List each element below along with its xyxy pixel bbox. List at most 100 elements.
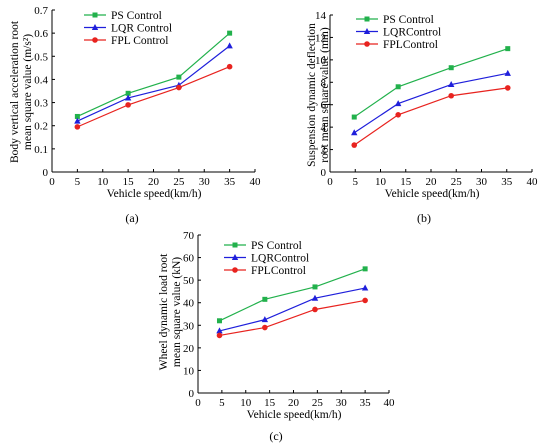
data-point xyxy=(448,65,454,71)
series-line xyxy=(353,87,508,146)
x-tick-label: 30 xyxy=(199,176,211,188)
x-tick-label: 20 xyxy=(426,176,438,188)
series-line xyxy=(77,66,230,128)
data-point xyxy=(448,92,455,99)
y-tick-label: 10 xyxy=(315,55,327,67)
data-point xyxy=(176,74,182,80)
panel-label: (c) xyxy=(269,429,282,443)
data-point xyxy=(74,124,81,130)
y-axis-label-line: mean square value (kN) xyxy=(171,257,183,367)
y-tick-label: 0.1 xyxy=(34,144,48,156)
x-tick-label: 0 xyxy=(195,397,201,409)
series-line xyxy=(219,299,366,337)
x-tick-label: 0 xyxy=(49,176,55,188)
x-tick-label: 25 xyxy=(451,176,463,188)
data-point xyxy=(92,12,98,18)
series-line xyxy=(353,72,508,134)
legend-label: LQRControl xyxy=(383,27,441,39)
legend-label: FPL Control xyxy=(111,35,168,47)
data-point xyxy=(226,42,233,49)
series-line xyxy=(219,268,366,322)
x-tick-label: 20 xyxy=(288,397,300,409)
legend-label: LQRControl xyxy=(251,253,309,265)
series-line xyxy=(77,32,231,118)
series-lqr-control xyxy=(74,42,233,124)
data-point xyxy=(362,266,368,272)
data-point xyxy=(216,332,223,339)
data-point xyxy=(262,324,268,331)
data-point xyxy=(395,84,401,90)
series-lqrcontrol xyxy=(216,284,369,334)
y-tick-label: 8 xyxy=(321,77,327,89)
data-point xyxy=(364,16,370,22)
data-point xyxy=(504,85,511,91)
data-point xyxy=(364,41,370,47)
series-lqrcontrol xyxy=(351,69,511,136)
x-axis-label: Vehicle speed(km/h) xyxy=(247,409,342,421)
data-point xyxy=(74,117,81,124)
data-point xyxy=(361,284,369,291)
y-tick-label: 50 xyxy=(183,275,195,287)
x-tick-label: 35 xyxy=(224,176,236,188)
y-tick-label: 0.2 xyxy=(34,121,48,133)
data-point xyxy=(125,90,131,96)
y-tick-label: 0.6 xyxy=(34,28,48,40)
y-axis-label-line: Wheel dynamic load root xyxy=(158,253,170,370)
y-tick-label: 40 xyxy=(183,298,195,310)
x-tick-label: 15 xyxy=(264,397,276,409)
x-tick-label: 15 xyxy=(123,176,135,188)
y-axis-label-line: Suspension dynamic deflection xyxy=(306,23,318,167)
x-tick-label: 35 xyxy=(501,176,513,188)
y-tick-label: 0.3 xyxy=(34,98,48,110)
legend-label: FPLControl xyxy=(383,39,438,51)
y-axis-label: Suspension dynamic deflectionroot mean s… xyxy=(306,23,331,167)
x-tick-label: 5 xyxy=(75,176,81,188)
data-point xyxy=(74,113,80,119)
y-tick-label: 0 xyxy=(321,167,327,179)
data-point xyxy=(231,254,239,260)
y-tick-label: 20 xyxy=(183,343,195,355)
chart-b: 0 5 10 15 20 25 30 35 40 0 2 4 6 8 10 12 14 Vehicle speed… xyxy=(306,10,538,225)
data-point xyxy=(227,30,233,36)
legend-entry: LQRControl xyxy=(356,27,441,39)
legend-label: PS Control xyxy=(383,14,434,26)
x-tick-label: 20 xyxy=(148,176,160,188)
series-fplcontrol xyxy=(351,85,511,148)
data-point xyxy=(351,114,357,120)
data-point xyxy=(504,69,511,76)
data-point xyxy=(216,327,223,334)
series-ps-control xyxy=(216,266,368,324)
x-tick-label: 25 xyxy=(173,176,185,188)
legend-entry: PS Control xyxy=(356,14,434,26)
legend-label: FPLControl xyxy=(251,265,306,277)
x-tick-label: 25 xyxy=(312,397,324,409)
legend-label: LQR Control xyxy=(111,23,172,35)
series-line xyxy=(77,45,230,122)
y-tick-label: 4 xyxy=(321,122,327,134)
data-point xyxy=(351,142,358,148)
panel-label: (b) xyxy=(417,211,431,225)
x-axis-label: Vehicle speed(km/h) xyxy=(107,188,202,200)
y-axis-label-line: Body vertical acceleration root xyxy=(9,20,21,163)
legend-entry: FPL Control xyxy=(84,35,168,47)
data-point xyxy=(176,84,182,91)
x-tick-label: 40 xyxy=(384,397,396,409)
data-point xyxy=(362,297,368,304)
legend-entry: FPLControl xyxy=(224,265,306,277)
y-tick-label: 12 xyxy=(315,32,326,44)
y-tick-label: 0 xyxy=(43,167,49,179)
data-point xyxy=(395,112,401,118)
y-tick-label: 6 xyxy=(321,100,327,112)
y-tick-label: 70 xyxy=(183,230,195,242)
series-fplcontrol xyxy=(216,297,368,339)
data-point xyxy=(312,284,318,290)
series-fpl-control xyxy=(74,63,233,130)
chart-c: 0 5 10 15 20 25 30 35 40 0 10 20 30 40 50 60 70 Vehicle s… xyxy=(158,230,395,443)
data-point xyxy=(448,81,455,88)
data-point xyxy=(363,28,371,34)
data-point xyxy=(311,294,319,301)
legend-label: PS Control xyxy=(251,240,302,252)
x-tick-label: 5 xyxy=(219,397,225,409)
y-tick-label: 0 xyxy=(189,388,195,400)
